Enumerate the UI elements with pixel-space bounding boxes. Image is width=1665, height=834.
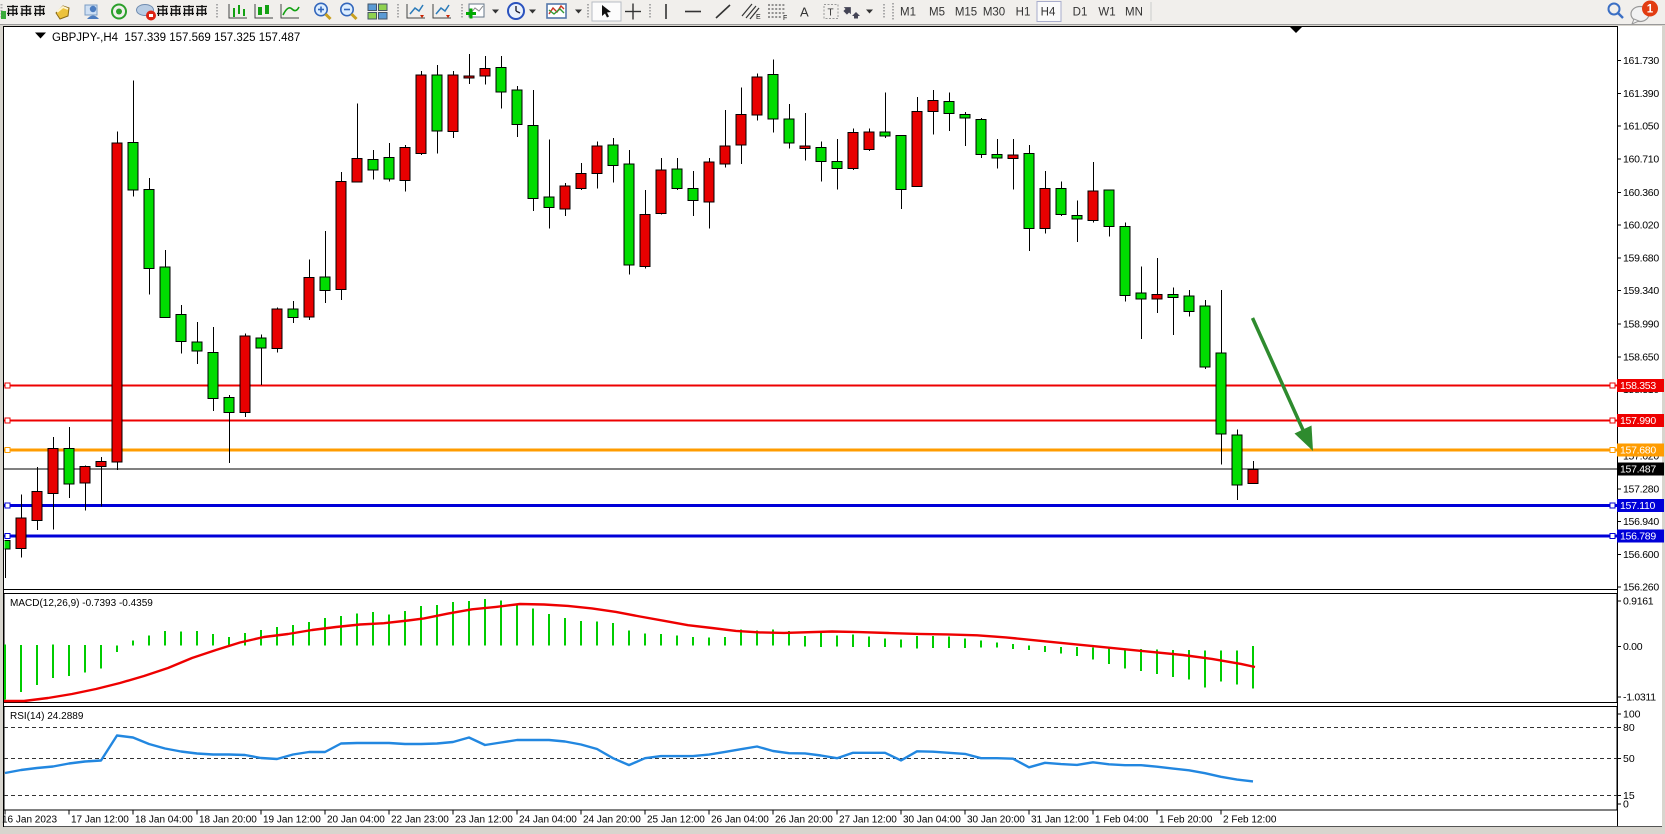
svg-text:25 Jan 12:00: 25 Jan 12:00 <box>647 815 705 826</box>
svg-text:T: T <box>828 8 834 19</box>
svg-text:160.360: 160.360 <box>1623 187 1659 199</box>
svg-text:18 Jan 20:00: 18 Jan 20:00 <box>199 815 257 826</box>
svg-text:15: 15 <box>1623 790 1635 802</box>
svg-text:M5: M5 <box>929 7 945 19</box>
svg-text:50: 50 <box>1623 753 1635 765</box>
svg-text:156.260: 156.260 <box>1623 582 1659 594</box>
svg-text:17 Jan 12:00: 17 Jan 12:00 <box>71 815 129 826</box>
svg-text:1 Feb 04:00: 1 Feb 04:00 <box>1095 815 1149 826</box>
svg-text:156.940: 156.940 <box>1623 516 1659 528</box>
svg-text:26 Jan 04:00: 26 Jan 04:00 <box>711 815 769 826</box>
svg-text:30 Jan 20:00: 30 Jan 20:00 <box>967 815 1025 826</box>
svg-text:30 Jan 04:00: 30 Jan 04:00 <box>903 815 961 826</box>
svg-text:GBPJPY-,H4 157.339 157.569 15: GBPJPY-,H4 157.339 157.569 157.325 157.4… <box>52 32 300 44</box>
svg-text:16 Jan 2023: 16 Jan 2023 <box>2 815 57 826</box>
svg-text:157.110: 157.110 <box>1620 500 1656 512</box>
svg-text:M1: M1 <box>900 7 916 19</box>
svg-text:W1: W1 <box>1098 7 1115 19</box>
svg-text:24 Jan 04:00: 24 Jan 04:00 <box>519 815 577 826</box>
svg-text:0.9161: 0.9161 <box>1623 596 1654 608</box>
svg-text:20 Jan 04:00: 20 Jan 04:00 <box>327 815 385 826</box>
svg-text:2 Feb 12:00: 2 Feb 12:00 <box>1223 815 1277 826</box>
svg-text:E: E <box>756 14 761 21</box>
svg-text:23 Jan 12:00: 23 Jan 12:00 <box>455 815 513 826</box>
svg-text:157.680: 157.680 <box>1620 445 1656 457</box>
svg-text:156.600: 156.600 <box>1623 549 1659 561</box>
svg-text:161.050: 161.050 <box>1623 121 1659 133</box>
svg-text:1: 1 <box>1647 4 1654 16</box>
svg-text:160.020: 160.020 <box>1623 220 1659 232</box>
svg-text:159.680: 159.680 <box>1623 253 1659 265</box>
svg-text:1 Feb 20:00: 1 Feb 20:00 <box>1159 815 1213 826</box>
svg-text:M30: M30 <box>983 7 1005 19</box>
svg-text:160.710: 160.710 <box>1623 154 1659 166</box>
svg-text:RSI(14) 24.2889: RSI(14) 24.2889 <box>10 711 84 722</box>
svg-text:161.730: 161.730 <box>1623 55 1659 67</box>
svg-text:26 Jan 20:00: 26 Jan 20:00 <box>775 815 833 826</box>
svg-text:18 Jan 04:00: 18 Jan 04:00 <box>135 815 193 826</box>
svg-text:158.650: 158.650 <box>1623 352 1659 364</box>
svg-text:157.990: 157.990 <box>1620 415 1656 427</box>
svg-text:22 Jan 23:00: 22 Jan 23:00 <box>391 815 449 826</box>
svg-text:159.340: 159.340 <box>1623 285 1659 297</box>
svg-text:158.353: 158.353 <box>1620 380 1656 392</box>
svg-text:M15: M15 <box>955 7 977 19</box>
svg-text:0: 0 <box>1623 799 1629 811</box>
svg-text:27 Jan 12:00: 27 Jan 12:00 <box>839 815 897 826</box>
svg-text:100: 100 <box>1623 709 1641 721</box>
svg-text:D1: D1 <box>1073 7 1088 19</box>
svg-text:157.280: 157.280 <box>1623 484 1659 496</box>
svg-text:MN: MN <box>1125 7 1143 19</box>
svg-text:158.990: 158.990 <box>1623 319 1659 331</box>
svg-text:-1.0311: -1.0311 <box>1623 692 1656 704</box>
svg-text:31 Jan 12:00: 31 Jan 12:00 <box>1031 815 1089 826</box>
svg-text:H4: H4 <box>1041 7 1056 19</box>
svg-text:157.487: 157.487 <box>1620 464 1656 476</box>
svg-text:19 Jan 12:00: 19 Jan 12:00 <box>263 815 321 826</box>
svg-text:156.789: 156.789 <box>1620 531 1656 543</box>
svg-text:0.00: 0.00 <box>1623 641 1643 653</box>
svg-text:F: F <box>783 15 787 22</box>
svg-text:A: A <box>800 5 809 20</box>
svg-text:161.390: 161.390 <box>1623 88 1659 100</box>
svg-text:80: 80 <box>1623 722 1635 734</box>
svg-text:H1: H1 <box>1016 7 1031 19</box>
svg-text:24 Jan 20:00: 24 Jan 20:00 <box>583 815 641 826</box>
svg-text:MACD(12,26,9) -0.7393 -0.4359: MACD(12,26,9) -0.7393 -0.4359 <box>10 598 153 609</box>
